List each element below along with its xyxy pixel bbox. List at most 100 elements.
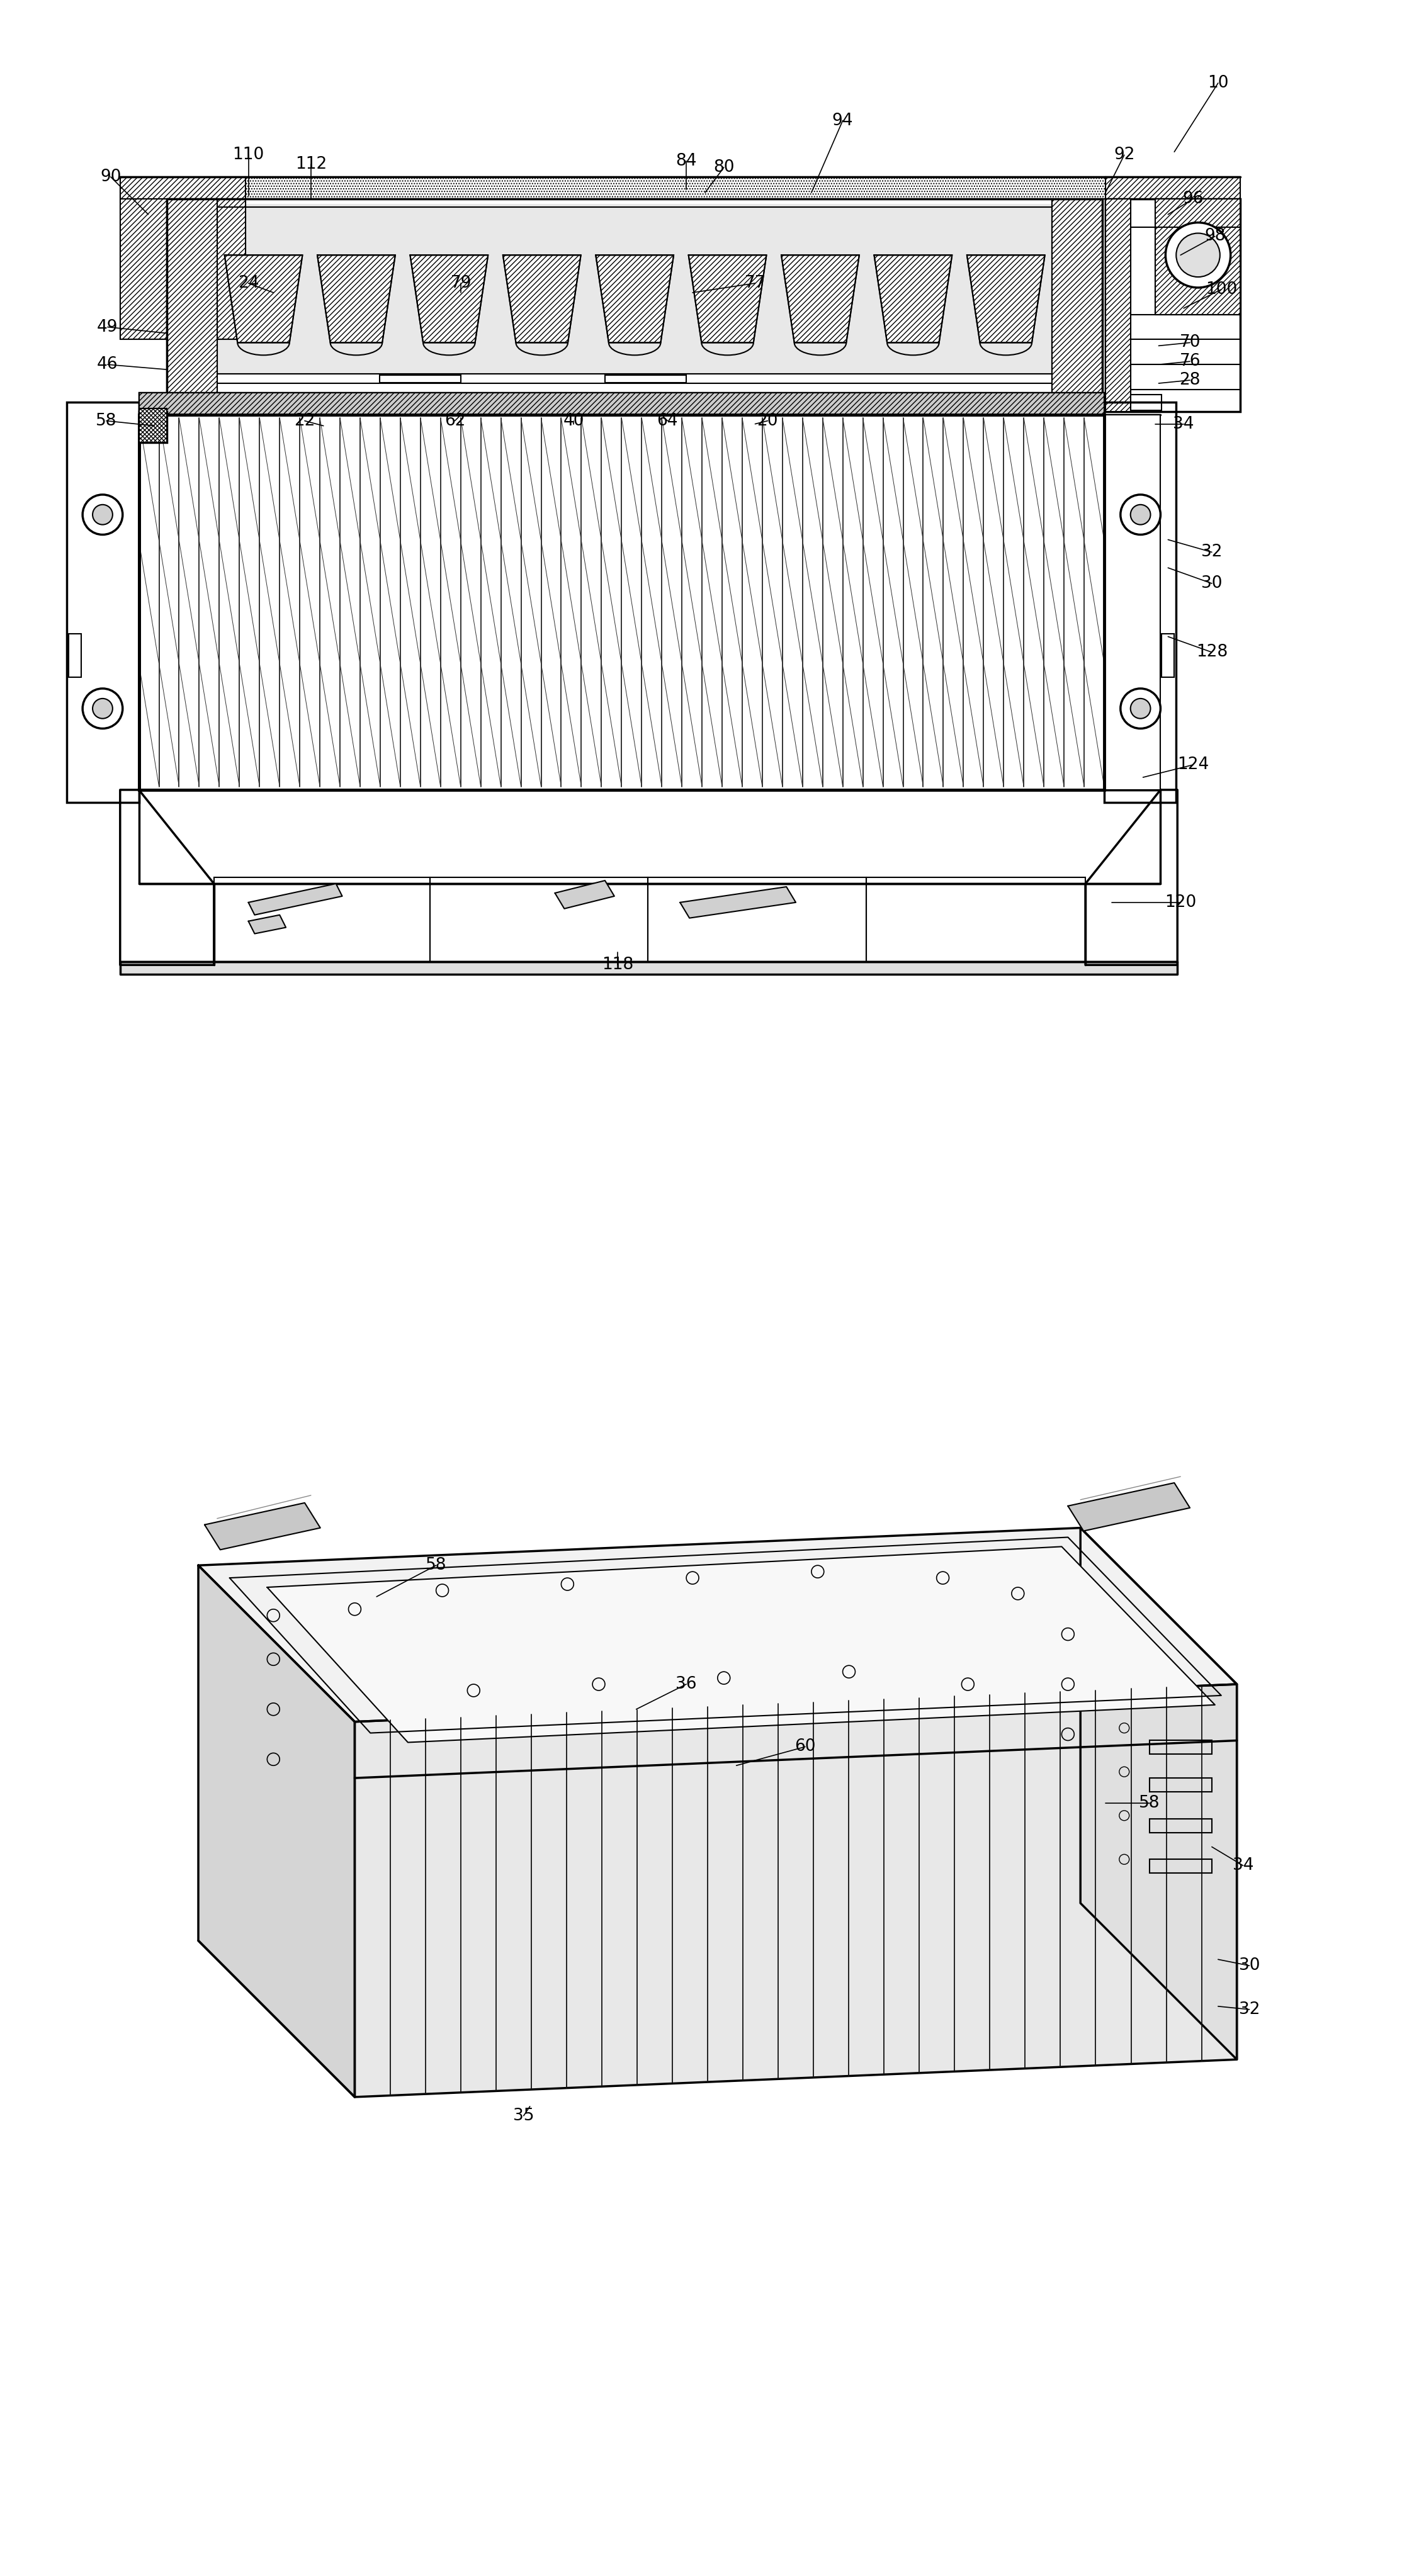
Text: 40: 40	[564, 412, 585, 430]
Text: 118: 118	[601, 956, 634, 974]
Polygon shape	[1053, 198, 1102, 412]
Bar	[1105, 198, 1239, 412]
Bar	[1150, 1777, 1211, 1793]
Polygon shape	[503, 255, 580, 343]
Bar	[215, 878, 430, 961]
Bar	[67, 402, 139, 801]
Circle shape	[1120, 495, 1161, 536]
Circle shape	[1176, 234, 1220, 278]
Text: 24: 24	[238, 276, 259, 291]
Polygon shape	[248, 884, 342, 914]
Text: 92: 92	[1113, 147, 1134, 162]
Text: 32: 32	[1202, 544, 1223, 562]
Bar	[1162, 634, 1175, 677]
Bar	[1150, 1741, 1211, 1754]
Bar	[139, 392, 1105, 415]
Text: 10: 10	[1207, 75, 1228, 90]
Polygon shape	[967, 255, 1044, 343]
Polygon shape	[1081, 1528, 1237, 2058]
Bar	[139, 415, 1105, 791]
Text: 46: 46	[97, 355, 118, 374]
Text: 98: 98	[1204, 229, 1225, 245]
Text: 100: 100	[1206, 281, 1237, 299]
Text: 79: 79	[450, 276, 471, 291]
Text: 34: 34	[1173, 415, 1195, 433]
Text: 34: 34	[1232, 1857, 1253, 1873]
Polygon shape	[139, 410, 167, 443]
Text: 84: 84	[676, 152, 697, 170]
Text: 22: 22	[294, 412, 315, 430]
Bar	[245, 178, 1105, 198]
Polygon shape	[198, 1566, 355, 2097]
Polygon shape	[139, 410, 167, 443]
Text: 62: 62	[444, 412, 465, 430]
Text: 90: 90	[100, 167, 121, 185]
Bar	[430, 878, 648, 961]
Text: 49: 49	[97, 319, 118, 335]
Polygon shape	[1155, 198, 1239, 314]
Text: 94: 94	[833, 113, 854, 129]
Polygon shape	[680, 886, 796, 917]
Text: 120: 120	[1165, 894, 1196, 909]
Polygon shape	[596, 255, 673, 343]
Text: 58: 58	[95, 412, 116, 430]
Polygon shape	[205, 1502, 320, 1551]
Polygon shape	[268, 1546, 1216, 1741]
Polygon shape	[198, 1528, 1237, 1721]
Bar	[1130, 394, 1162, 410]
Bar	[648, 878, 866, 961]
Text: 96: 96	[1182, 191, 1203, 206]
Polygon shape	[1105, 178, 1239, 314]
Bar	[139, 412, 167, 443]
Polygon shape	[1085, 791, 1178, 966]
Circle shape	[83, 688, 122, 729]
Text: 30: 30	[1239, 1958, 1260, 1973]
Text: 110: 110	[233, 147, 264, 162]
Text: 80: 80	[714, 160, 735, 175]
Polygon shape	[248, 914, 286, 933]
Text: 70: 70	[1179, 335, 1200, 350]
Text: 35: 35	[513, 2107, 534, 2125]
Bar	[1150, 1819, 1211, 1832]
Bar	[606, 376, 687, 384]
Text: 76: 76	[1179, 353, 1200, 368]
Polygon shape	[355, 1685, 1237, 2097]
Polygon shape	[217, 204, 1053, 374]
Polygon shape	[317, 255, 395, 343]
Polygon shape	[1068, 1484, 1190, 1530]
Text: 77: 77	[744, 276, 765, 291]
Circle shape	[1120, 688, 1161, 729]
Circle shape	[1165, 222, 1231, 289]
Text: 32: 32	[1239, 2002, 1260, 2017]
Polygon shape	[167, 198, 217, 412]
Polygon shape	[121, 961, 1178, 974]
Polygon shape	[411, 255, 488, 343]
Bar	[69, 634, 81, 677]
Text: 58: 58	[425, 1558, 447, 1574]
Circle shape	[93, 505, 112, 526]
Polygon shape	[1155, 198, 1239, 314]
Polygon shape	[167, 198, 217, 412]
Circle shape	[1130, 505, 1151, 526]
Text: 58: 58	[1138, 1795, 1159, 1811]
Bar	[1105, 402, 1176, 801]
Text: 124: 124	[1178, 757, 1209, 773]
Polygon shape	[555, 881, 614, 909]
Circle shape	[93, 698, 112, 719]
Text: 112: 112	[294, 157, 327, 173]
Circle shape	[1130, 698, 1151, 719]
Text: 128: 128	[1196, 644, 1228, 659]
Text: 28: 28	[1179, 371, 1200, 389]
Text: 60: 60	[795, 1739, 816, 1754]
Bar	[1150, 1860, 1211, 1873]
Text: 64: 64	[658, 412, 679, 430]
Polygon shape	[139, 791, 1161, 884]
Bar	[1105, 415, 1161, 791]
Text: 36: 36	[676, 1677, 697, 1692]
Circle shape	[83, 495, 122, 536]
Polygon shape	[1105, 178, 1239, 314]
Polygon shape	[688, 255, 767, 343]
Polygon shape	[224, 255, 303, 343]
Polygon shape	[873, 255, 952, 343]
Text: 20: 20	[757, 412, 778, 430]
